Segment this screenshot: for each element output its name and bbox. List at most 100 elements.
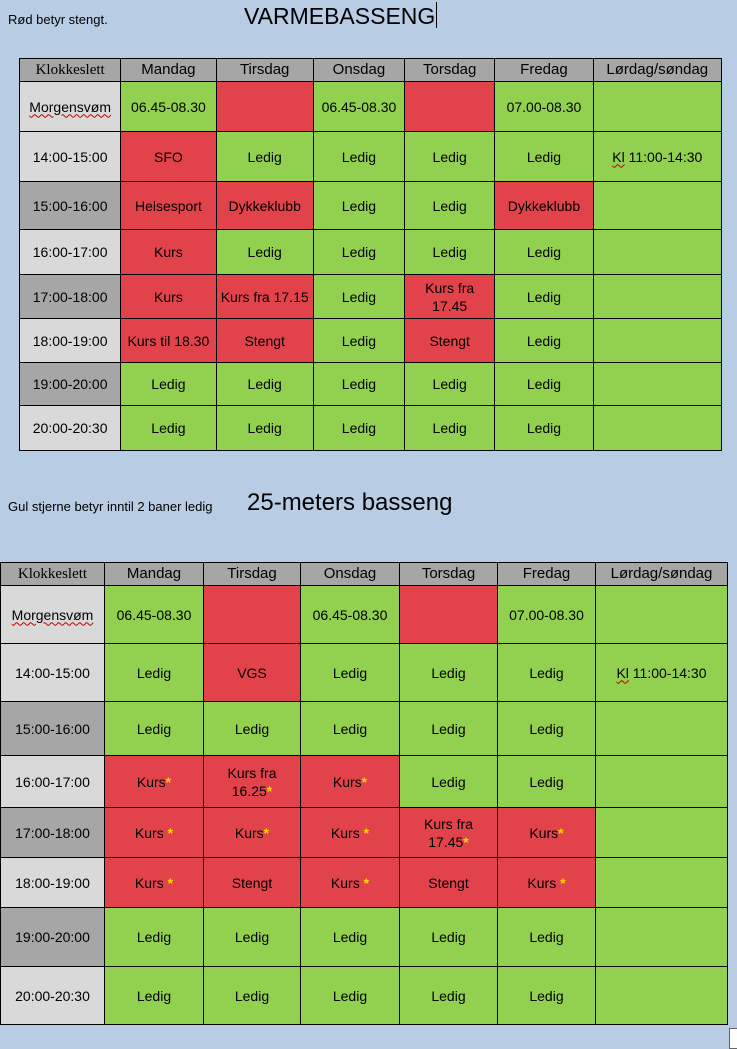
schedule-cell: Ledig — [404, 181, 496, 230]
schedule-cell: Ledig — [104, 701, 204, 756]
schedule-cell: Ledig — [399, 755, 498, 808]
time-cell: Morgensvøm — [18, 81, 122, 132]
schedule-cell — [595, 807, 728, 858]
schedule-cell: Kurs * — [104, 807, 204, 858]
table-row: Morgensvøm 06.45-08.30 06.45-08.30 07.00-08… — [18, 81, 723, 132]
schedule-cell: Stengt — [203, 857, 301, 908]
schedule-cell: Kurs — [120, 229, 217, 275]
cell-text: Ledig — [431, 720, 466, 737]
cell-text: Ledig — [341, 148, 377, 165]
schedule-cell: Ledig — [203, 966, 301, 1025]
schedule-cell: Kurs — [120, 274, 217, 319]
time-label: 15:00-16:00 — [15, 720, 90, 737]
cell-text: Kl 11:00-14:30 — [616, 664, 707, 681]
time-label: 16:00-17:00 — [32, 244, 108, 260]
cell-text: Ledig — [332, 987, 368, 1004]
schedule-cell: 06.45-08.30 — [120, 81, 217, 132]
time-label: Morgensvøm — [11, 606, 94, 623]
cell-text: VGS — [237, 664, 267, 681]
heading-varmebasseng: VARMEBASSENG — [244, 2, 438, 30]
schedule-cell — [215, 81, 314, 132]
schedule-cell — [592, 362, 723, 406]
yellow-star-icon: * — [363, 874, 370, 891]
time-cell: 20:00-20:30 — [0, 966, 105, 1025]
cell-text: Kurs — [527, 874, 561, 891]
time-label: Morgensvøm — [29, 98, 111, 115]
cell-text: Stengt — [244, 332, 285, 349]
schedule-cell: Ledig — [203, 907, 301, 967]
schedule-cell: Ledig — [215, 362, 314, 406]
schedule-cell: Ledig — [494, 405, 594, 451]
yellow-star-icon: * — [266, 782, 273, 799]
cell-text: Helsesport — [134, 197, 202, 214]
schedule-cell: Kurs* — [104, 755, 204, 808]
cell-text: Kurs til 18.30 — [127, 332, 210, 349]
schedule-cell: 06.45-08.30 — [312, 81, 406, 132]
schedule-cell: Ledig — [215, 131, 314, 182]
cell-text: Ledig — [341, 420, 377, 436]
schedule-table-varmebasseng: Klokkeslett Mandag Tirsdag Onsdag Torsdag Fre… — [18, 58, 723, 451]
cell-text: Ledig — [247, 420, 282, 436]
schedule-cell: 06.45-08.30 — [300, 585, 400, 644]
schedule-cell: Stengt — [399, 857, 498, 908]
time-label: 20:00-20:30 — [32, 420, 108, 436]
time-cell: 18:00-19:00 — [18, 318, 122, 363]
cell-text: Ledig — [341, 376, 377, 392]
cell-text: Ledig — [432, 148, 467, 165]
cell-text: Ledig — [136, 720, 172, 737]
schedule-cell: Ledig — [312, 131, 406, 182]
column-header: Onsdag — [312, 58, 406, 82]
schedule-cell: Ledig — [494, 318, 594, 363]
cell-text: Ledig — [332, 720, 368, 737]
time-cell: 15:00-16:00 — [0, 701, 105, 756]
cell-text: Kurs fra 17.45 — [423, 815, 473, 850]
schedule-cell: Ledig — [497, 755, 596, 808]
schedule-cell: Ledig — [104, 643, 204, 702]
cell-text: Ledig — [529, 720, 564, 737]
schedule-cell: Kl 11:00-14:30 — [595, 643, 728, 702]
cell-text: 06.45-08.30 — [131, 98, 206, 115]
schedule-cell: Ledig — [120, 362, 217, 406]
cell-text: Ledig — [136, 664, 172, 681]
time-cell: 18:00-19:00 — [0, 857, 105, 908]
table-row: 17:00-18:00 Kurs * Kurs* Kurs * Kurs fra 17.… — [0, 807, 728, 858]
schedule-cell — [595, 907, 728, 967]
time-label: 14:00-15:00 — [15, 664, 90, 681]
schedule-cell — [592, 229, 723, 275]
schedule-cell: Ledig — [399, 701, 498, 756]
time-cell: 15:00-16:00 — [18, 181, 122, 230]
yellow-star-icon: * — [361, 773, 368, 790]
schedule-cell: Ledig — [494, 274, 594, 319]
cell-text: 06.45-08.30 — [321, 98, 397, 115]
schedule-cell: 06.45-08.30 — [104, 585, 204, 644]
table-row: 16:00-17:00 Kurs Ledig Ledig Ledig Ledig — [18, 229, 723, 275]
table-row: 18:00-19:00 Kurs til 18.30 Stengt Ledig Sten… — [18, 318, 723, 363]
schedule-cell: Dykkeklubb — [494, 181, 594, 230]
cell-text: Ledig — [526, 288, 562, 305]
time-label: 18:00-19:00 — [32, 332, 108, 349]
cell-text: 07.00-08.30 — [506, 98, 582, 115]
schedule-cell: Ledig — [312, 274, 406, 319]
yellow-star-icon: * — [167, 874, 174, 891]
yellow-star-icon: * — [263, 824, 270, 841]
schedule-cell: VGS — [203, 643, 301, 702]
column-header: Klokkeslett — [0, 562, 105, 586]
table-row: 15:00-16:00 Helsesport Dykkeklubb Ledig Ledi… — [18, 181, 723, 230]
cell-text: SFO — [154, 148, 183, 165]
cell-text: Ledig — [234, 720, 270, 737]
table-header-row: Klokkeslett Mandag Tirsdag Onsdag Torsdag Fre… — [0, 562, 728, 586]
schedule-table-25m: Klokkeslett Mandag Tirsdag Onsdag Torsdag Fre… — [0, 562, 728, 1025]
column-header: Tirsdag — [203, 562, 301, 586]
cell-text: Ledig — [341, 332, 377, 349]
time-cell: 19:00-20:00 — [0, 907, 105, 967]
cell-text: Ledig — [341, 288, 377, 305]
time-cell: 20:00-20:30 — [18, 405, 122, 451]
table-row: 14:00-15:00 Ledig VGS Ledig Ledig Ledig Kl 11:… — [0, 643, 728, 702]
schedule-cell: Ledig — [404, 405, 496, 451]
time-cell: Morgensvøm — [0, 585, 105, 644]
cell-text: Kurs — [332, 773, 362, 790]
time-label: 20:00-20:30 — [15, 987, 90, 1004]
schedule-cell: Ledig — [497, 701, 596, 756]
cell-text: Ledig — [431, 987, 466, 1004]
schedule-cell: Ledig — [312, 362, 406, 406]
